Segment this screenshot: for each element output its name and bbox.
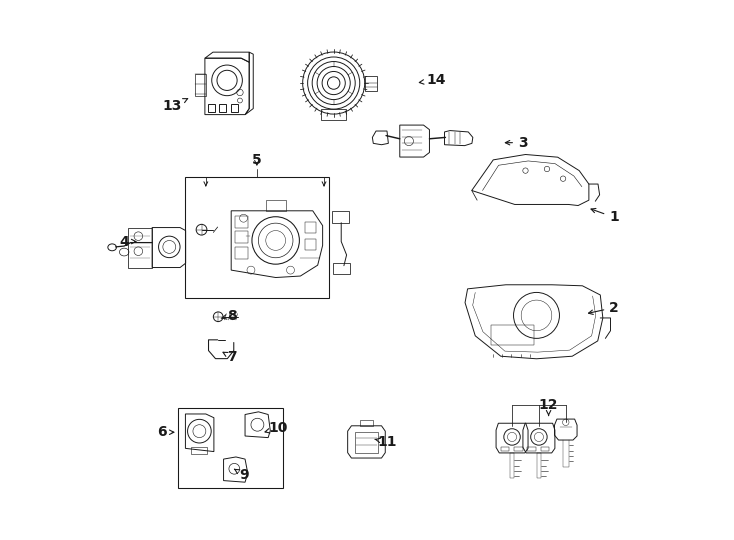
Text: 2: 2 — [589, 301, 619, 315]
Bar — [128, 228, 152, 267]
Text: 3: 3 — [505, 136, 528, 150]
Bar — [231, 104, 239, 112]
Text: 10: 10 — [265, 422, 288, 435]
Text: 7: 7 — [223, 350, 236, 364]
Bar — [515, 447, 523, 451]
Bar — [186, 177, 330, 298]
Bar — [235, 216, 247, 228]
Text: 6: 6 — [157, 425, 174, 439]
Bar — [191, 447, 207, 454]
Text: 4: 4 — [120, 234, 136, 248]
Text: 13: 13 — [163, 98, 188, 113]
Bar — [305, 222, 316, 233]
Bar — [321, 109, 346, 120]
Bar — [235, 247, 247, 259]
Bar — [333, 263, 350, 274]
Text: 5: 5 — [252, 153, 262, 167]
Bar — [208, 104, 215, 112]
Bar — [235, 231, 247, 243]
Text: 1: 1 — [591, 208, 619, 224]
Text: 14: 14 — [419, 73, 446, 87]
Text: 12: 12 — [539, 399, 559, 415]
Bar — [355, 432, 378, 453]
Bar — [305, 239, 316, 251]
Bar — [501, 447, 509, 451]
Bar — [178, 408, 283, 488]
Bar — [528, 447, 536, 451]
Bar — [195, 75, 206, 97]
Bar — [360, 421, 373, 426]
Text: 9: 9 — [234, 468, 250, 482]
Bar — [365, 76, 377, 91]
Bar — [332, 211, 349, 222]
Bar — [219, 104, 226, 112]
Bar — [541, 447, 550, 451]
Text: 11: 11 — [375, 435, 397, 449]
Text: 8: 8 — [221, 309, 236, 323]
Bar — [266, 200, 286, 211]
Bar — [490, 325, 534, 345]
